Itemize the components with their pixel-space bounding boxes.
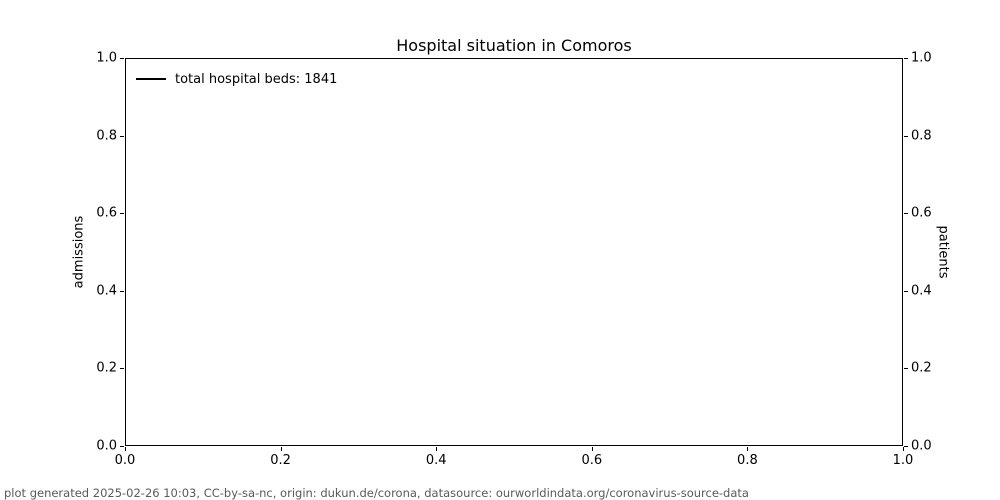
x-tick-label: 0.4: [425, 453, 447, 468]
legend: total hospital beds: 1841: [136, 71, 337, 87]
x-tick-label: 0.0: [114, 453, 136, 468]
y-tick-label-left: 0.4: [96, 283, 117, 299]
y-tick-mark-right: [904, 446, 908, 447]
y-tick-mark-left: [120, 135, 124, 137]
y-tick-mark-right: [904, 213, 908, 215]
chart-title: Hospital situation in Comoros: [396, 36, 632, 55]
y-tick-label-left: 0.6: [96, 205, 117, 221]
y-tick-mark-left: [120, 58, 124, 59]
y-tick-mark-right: [904, 290, 908, 292]
x-tick-mark: [747, 447, 749, 451]
y-tick-label-left: 0.2: [96, 360, 117, 376]
y-tick-label-left: 1.0: [96, 50, 117, 66]
y-axis-label-left: admissions: [71, 215, 87, 289]
y-tick-mark-right: [904, 368, 908, 370]
y-tick-label-right: 0.6: [911, 205, 932, 221]
y-tick-mark-left: [120, 368, 124, 370]
legend-line-swatch: [136, 78, 166, 80]
y-tick-mark-left: [120, 213, 124, 215]
legend-label: total hospital beds: 1841: [175, 71, 338, 87]
x-tick-mark: [125, 447, 126, 451]
y-tick-label-right: 0.0: [911, 438, 932, 454]
y-axis-label-right: patients: [935, 225, 951, 279]
y-tick-label-left: 0.8: [96, 128, 117, 144]
y-tick-label-right: 0.8: [911, 128, 932, 144]
plot-area: total hospital beds: 1841: [125, 58, 903, 446]
y-tick-mark-left: [120, 290, 124, 292]
x-tick-mark: [436, 447, 438, 451]
y-tick-label-left: 0.0: [96, 438, 117, 454]
x-tick-label: 0.2: [270, 453, 291, 468]
y-tick-label-right: 0.2: [911, 360, 932, 376]
y-tick-mark-right: [904, 58, 908, 59]
x-tick-mark: [591, 447, 593, 451]
x-tick-label: 0.6: [581, 453, 603, 468]
y-tick-mark-left: [120, 446, 124, 447]
x-tick-label: 0.8: [737, 453, 758, 468]
x-tick-mark: [903, 447, 904, 451]
y-tick-mark-right: [904, 135, 908, 137]
x-tick-label: 1.0: [892, 453, 914, 468]
y-tick-label-right: 0.4: [911, 283, 932, 299]
x-tick-mark: [280, 447, 282, 451]
y-tick-label-right: 1.0: [911, 50, 932, 66]
footer-note: plot generated 2025-02-26 10:03, CC-by-s…: [4, 486, 749, 500]
